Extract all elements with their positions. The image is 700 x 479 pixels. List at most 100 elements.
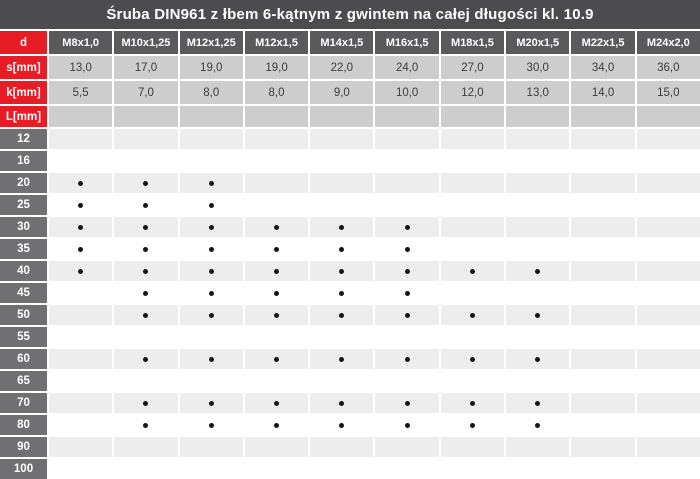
availability-cell-empty	[440, 327, 505, 347]
availability-cell-empty	[310, 195, 374, 215]
availability-dot-icon	[404, 268, 410, 274]
availability-cell-empty	[571, 217, 635, 237]
spec-value-cell: 34,0	[571, 56, 635, 79]
spec-value-cell: 30,0	[506, 56, 570, 79]
length-label-55: 55	[0, 327, 47, 347]
availability-cell-marked	[506, 393, 570, 413]
spec-value-cell: 7,0	[114, 81, 178, 104]
availability-dot-icon	[404, 224, 410, 230]
availability-cell-empty	[375, 195, 439, 215]
availability-cell-empty	[375, 173, 439, 193]
availability-cell-empty	[440, 173, 505, 193]
availability-cell-empty	[244, 371, 309, 391]
availability-cell-marked	[179, 261, 243, 281]
availability-cell-empty	[49, 283, 113, 303]
availability-dot-icon	[469, 268, 475, 274]
availability-cell-empty	[636, 371, 700, 391]
availability-cell-empty	[244, 327, 309, 347]
availability-cell-empty	[571, 393, 635, 413]
availability-dot-icon	[535, 356, 541, 362]
availability-dot-icon	[274, 312, 280, 318]
availability-cell-empty	[636, 327, 700, 347]
length-label-20: 20	[0, 173, 47, 193]
spec-value-cell: 9,0	[310, 81, 374, 104]
spec-row-label-L: L[mm]	[0, 106, 47, 127]
spec-empty-cell	[310, 106, 374, 127]
availability-cell-empty	[310, 173, 374, 193]
availability-dot-icon	[208, 246, 214, 252]
column-header-m14x1-5: M14x1,5	[310, 31, 374, 54]
availability-cell-empty	[375, 327, 439, 347]
length-label-35: 35	[0, 239, 47, 259]
availability-dot-icon	[143, 268, 149, 274]
availability-dot-icon	[339, 356, 345, 362]
availability-dot-icon	[208, 268, 214, 274]
column-header-m10x1-25: M10x1,25	[114, 31, 178, 54]
availability-cell-empty	[179, 459, 243, 479]
availability-dot-icon	[274, 246, 280, 252]
availability-cell-empty	[114, 459, 178, 479]
din961-size-table: d M8x1,0 M10x1,25 M12x1,25 M12x1,5 M14x1,5 M16…	[0, 31, 700, 479]
availability-cell-marked	[310, 283, 374, 303]
availability-dot-icon	[469, 400, 475, 406]
availability-dot-icon	[143, 180, 149, 186]
availability-cell-marked	[440, 415, 505, 435]
spec-value-cell: 15,0	[636, 81, 700, 104]
availability-cell-marked	[375, 349, 439, 369]
availability-cell-empty	[310, 437, 374, 457]
availability-cell-empty	[244, 173, 309, 193]
availability-dot-icon	[78, 224, 84, 230]
availability-cell-empty	[506, 371, 570, 391]
availability-dot-icon	[535, 312, 541, 318]
spec-value-cell: 27,0	[440, 56, 505, 79]
availability-cell-marked	[375, 239, 439, 259]
availability-cell-empty	[310, 129, 374, 149]
availability-cell-marked	[244, 283, 309, 303]
availability-dot-icon	[274, 356, 280, 362]
availability-cell-empty	[310, 371, 374, 391]
availability-cell-marked	[244, 217, 309, 237]
availability-cell-empty	[506, 459, 570, 479]
table-title: Śruba DIN961 z łbem 6-kątnym z gwintem n…	[0, 0, 700, 29]
availability-cell-empty	[49, 327, 113, 347]
availability-cell-empty	[636, 283, 700, 303]
availability-cell-empty	[310, 327, 374, 347]
spec-value-cell: 8,0	[244, 81, 309, 104]
availability-cell-empty	[114, 437, 178, 457]
availability-cell-marked	[375, 305, 439, 325]
availability-cell-marked	[375, 283, 439, 303]
availability-dot-icon	[404, 400, 410, 406]
availability-cell-marked	[310, 261, 374, 281]
length-label-65: 65	[0, 371, 47, 391]
availability-cell-empty	[571, 459, 635, 479]
availability-cell-empty	[636, 151, 700, 171]
availability-cell-empty	[179, 371, 243, 391]
availability-cell-marked	[179, 305, 243, 325]
availability-dot-icon	[143, 246, 149, 252]
spec-value-cell: 17,0	[114, 56, 178, 79]
availability-cell-marked	[49, 217, 113, 237]
spec-empty-cell	[571, 106, 635, 127]
availability-cell-empty	[571, 151, 635, 171]
availability-cell-empty	[506, 151, 570, 171]
length-label-16: 16	[0, 151, 47, 171]
availability-dot-icon	[339, 268, 345, 274]
availability-cell-marked	[244, 239, 309, 259]
availability-cell-empty	[636, 459, 700, 479]
length-label-30: 30	[0, 217, 47, 237]
availability-cell-empty	[440, 283, 505, 303]
availability-cell-empty	[375, 129, 439, 149]
availability-cell-empty	[375, 151, 439, 171]
availability-cell-marked	[440, 261, 505, 281]
availability-cell-empty	[571, 305, 635, 325]
spec-empty-cell	[636, 106, 700, 127]
availability-dot-icon	[404, 356, 410, 362]
availability-cell-empty	[506, 129, 570, 149]
availability-cell-marked	[114, 195, 178, 215]
availability-dot-icon	[339, 400, 345, 406]
availability-cell-empty	[440, 217, 505, 237]
availability-cell-marked	[114, 305, 178, 325]
length-label-80: 80	[0, 415, 47, 435]
spec-value-cell: 12,0	[440, 81, 505, 104]
availability-dot-icon	[143, 400, 149, 406]
